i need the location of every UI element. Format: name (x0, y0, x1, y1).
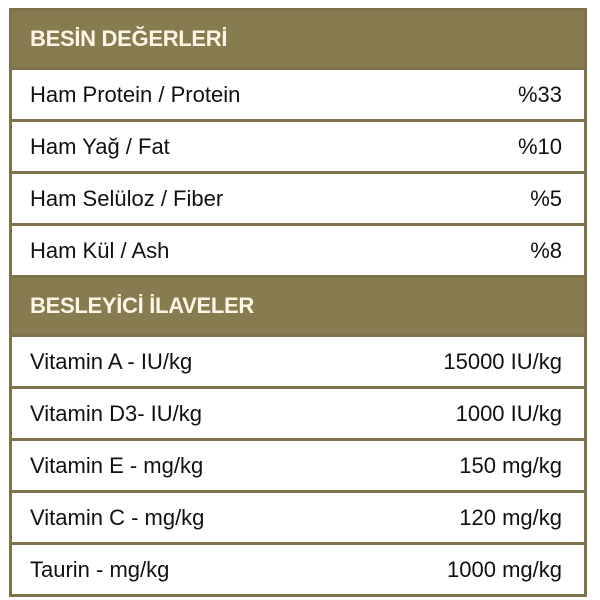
table-row: Taurin - mg/kg 1000 mg/kg (12, 545, 584, 594)
table-row: Ham Yağ / Fat %10 (12, 122, 584, 174)
row-label: Ham Yağ / Fat (30, 133, 170, 159)
row-label: Ham Selüloz / Fiber (30, 185, 224, 211)
row-value: 120 mg/kg (459, 504, 562, 530)
row-value: 150 mg/kg (459, 452, 562, 478)
row-label: Ham Kül / Ash (30, 237, 170, 263)
table-row: Ham Protein / Protein %33 (12, 70, 584, 122)
row-value: 1000 IU/kg (455, 400, 562, 426)
table-row: Ham Kül / Ash %8 (12, 226, 584, 278)
row-label: Vitamin E - mg/kg (30, 452, 204, 478)
row-value: %33 (517, 81, 562, 107)
row-value: %10 (517, 133, 562, 159)
row-value: %5 (530, 185, 562, 211)
table-row: Vitamin A - IU/kg 15000 IU/kg (12, 337, 584, 389)
row-value: 15000 IU/kg (443, 348, 562, 374)
row-label: Vitamin C - mg/kg (30, 504, 205, 530)
table-row: Vitamin D3- IU/kg 1000 IU/kg (12, 389, 584, 441)
table-row: Ham Selüloz / Fiber %5 (12, 174, 584, 226)
row-value: %8 (530, 237, 562, 263)
row-value: 1000 mg/kg (447, 556, 562, 582)
row-label: Vitamin D3- IU/kg (30, 400, 202, 426)
table-row: Vitamin C - mg/kg 120 mg/kg (12, 493, 584, 545)
section-header: BESİN DEĞERLERİ (12, 11, 584, 70)
table-row: Vitamin E - mg/kg 150 mg/kg (12, 441, 584, 493)
nutrition-table: BESİN DEĞERLERİ Ham Protein / Protein %33… (9, 8, 587, 597)
row-label: Vitamin A - IU/kg (30, 348, 193, 374)
section-header: BESLEYİCİ İLAVELER (12, 278, 584, 337)
row-label: Taurin - mg/kg (30, 556, 170, 582)
row-label: Ham Protein / Protein (30, 81, 241, 107)
